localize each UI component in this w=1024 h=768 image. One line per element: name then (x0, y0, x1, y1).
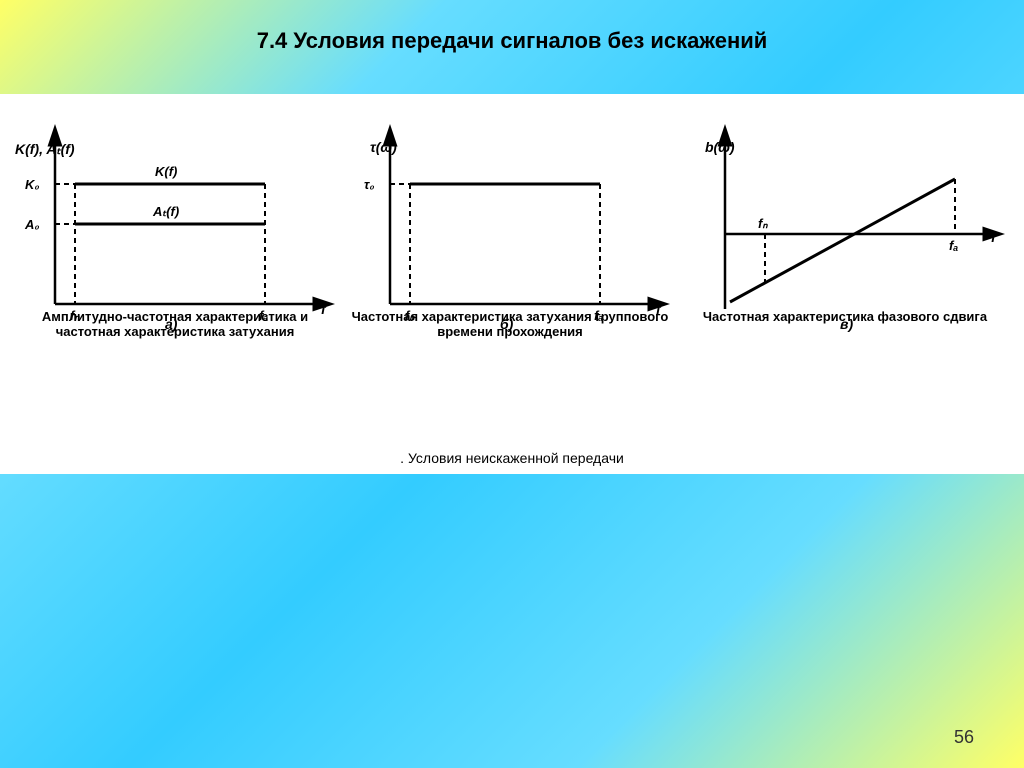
svg-text:K(f), Aₜ(f): K(f), Aₜ(f) (15, 141, 75, 157)
caption-a: Амплитудно-частотная характеристика и ча… (15, 309, 335, 339)
subplot-c: b(ω) fₙ fₐ f в) (685, 104, 1005, 364)
svg-text:fₙ: fₙ (758, 216, 768, 231)
svg-text:K₀: K₀ (25, 177, 40, 192)
svg-text:K(f): K(f) (155, 164, 177, 179)
caption-c: Частотная характеристика фазового сдвига (685, 309, 1005, 324)
svg-text:b(ω): b(ω) (705, 139, 735, 155)
caption-b: Частотная характеристика затухания групп… (350, 309, 670, 339)
figure-panel: K(f), Aₜ(f) K₀ A₀ fₙ fₐ f K(f) Aₜ(f) а) … (0, 94, 1024, 474)
svg-text:A₀: A₀ (24, 217, 40, 232)
svg-text:τ₀: τ₀ (364, 177, 374, 192)
svg-text:τ(ω): τ(ω) (370, 139, 397, 155)
svg-text:Aₜ(f): Aₜ(f) (152, 204, 179, 219)
figure-caption: . Условия неискаженной передачи (0, 450, 1024, 466)
page-number: 56 (954, 727, 974, 748)
slide-title: 7.4 Условия передачи сигналов без искаже… (0, 0, 1024, 54)
svg-text:fₐ: fₐ (949, 238, 958, 253)
svg-text:f: f (991, 229, 997, 245)
